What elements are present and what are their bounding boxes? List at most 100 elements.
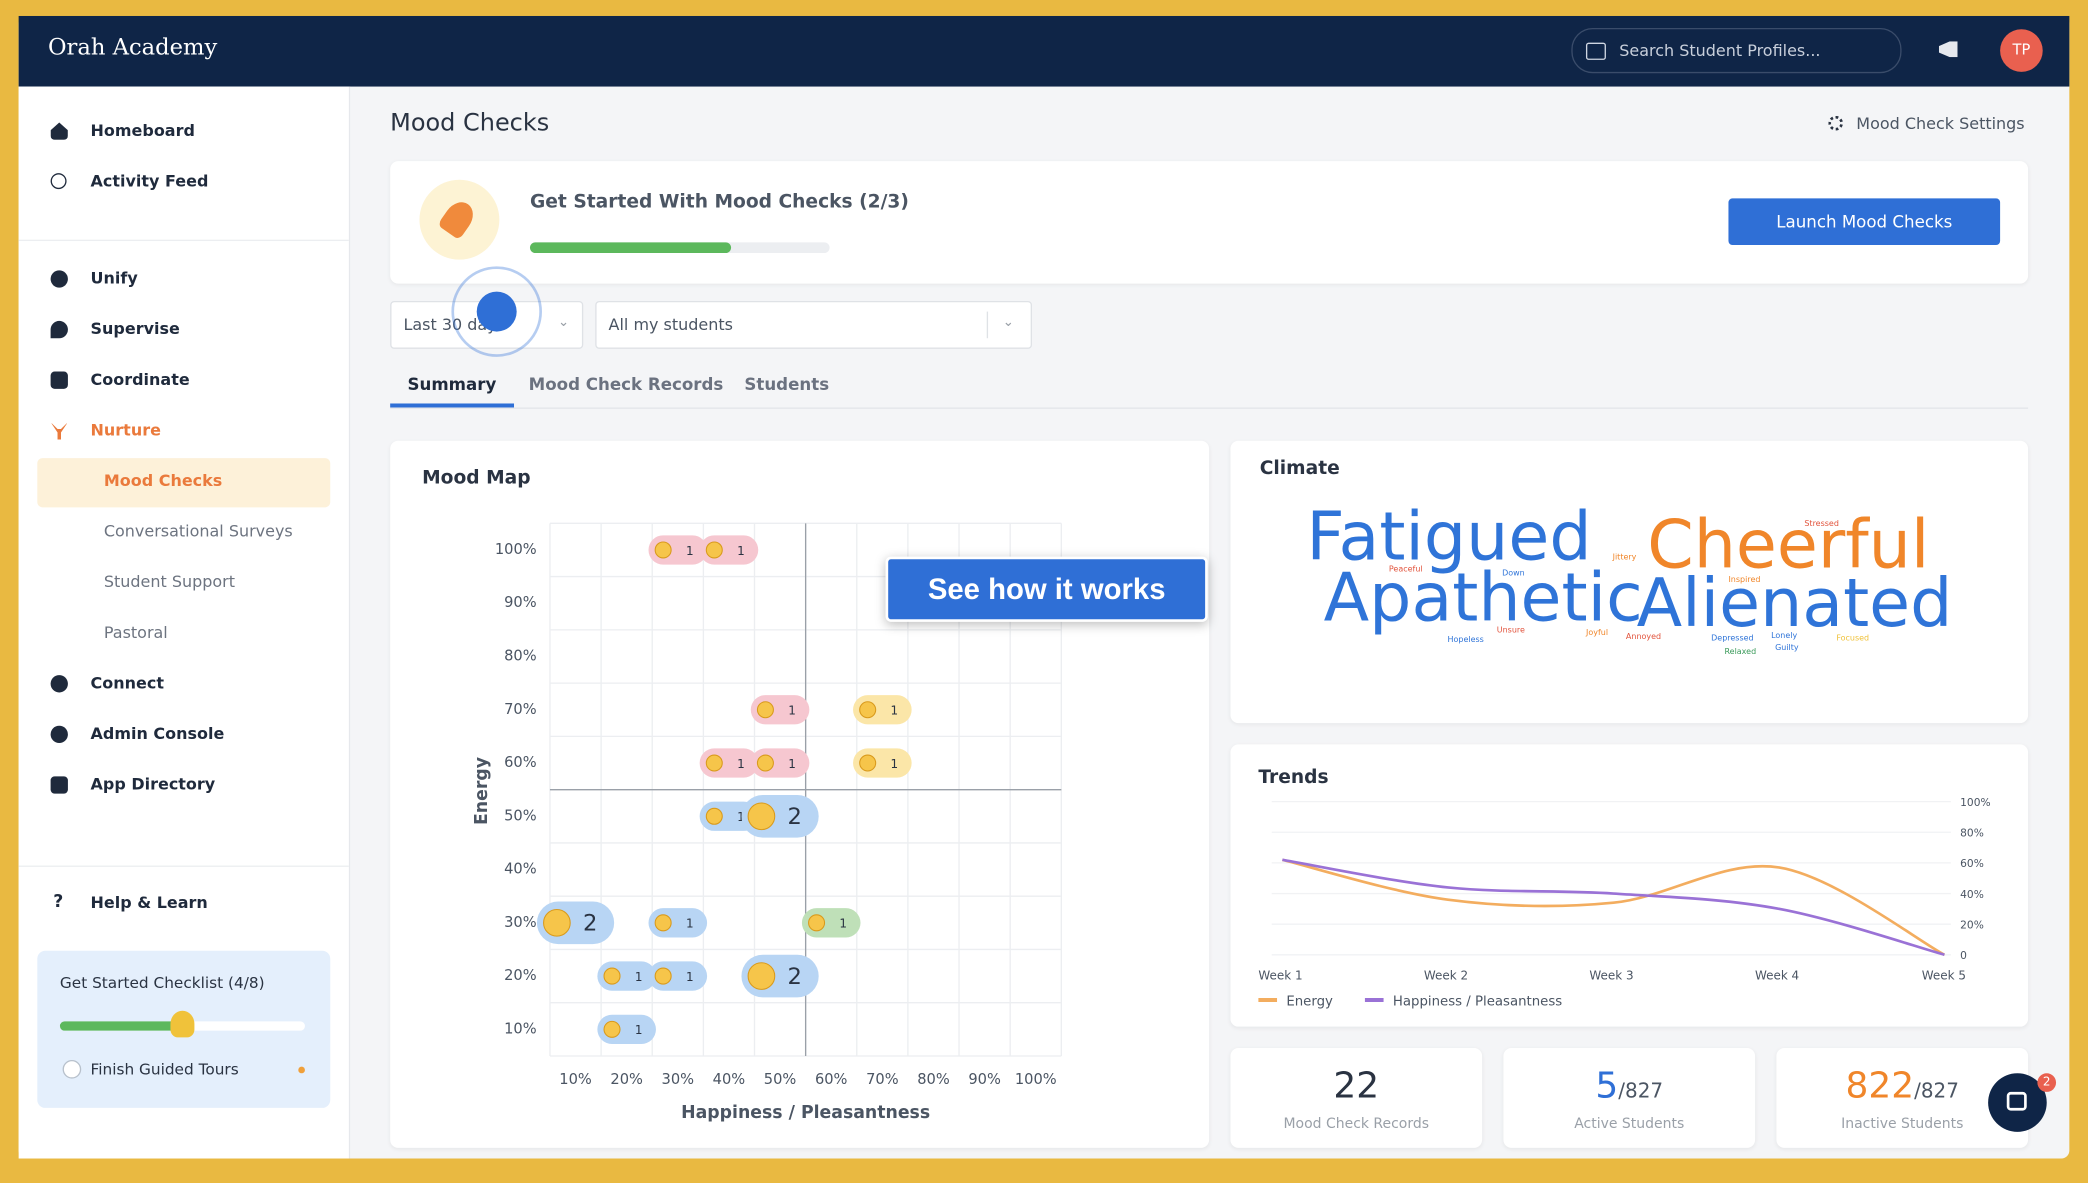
mood-bubble: 1 <box>597 1014 656 1044</box>
brand: Orah Academy <box>47 34 218 62</box>
tooltip[interactable]: See how it works <box>885 556 1208 622</box>
chat-button[interactable] <box>1988 1073 2047 1132</box>
word: Down <box>1502 568 1525 578</box>
bubble-count: 1 <box>737 757 745 771</box>
students-filter[interactable]: All my students ⌄ <box>595 300 1033 349</box>
y-tick-label: 80% <box>1960 827 1984 840</box>
checkbox[interactable] <box>62 1059 82 1079</box>
emoji <box>705 807 723 825</box>
x-tick-label: 20% <box>610 1071 643 1088</box>
panel-title: Trends <box>1258 767 1329 789</box>
launch-button[interactable]: Launch Mood Checks <box>1728 198 2001 246</box>
stat-card <box>1230 1047 1483 1148</box>
mood-bubble: 1 <box>750 695 810 725</box>
search-box[interactable]: Search Student Profiles... <box>1571 27 1902 74</box>
x-tick-label: Week 2 <box>1424 969 1468 983</box>
progress-fill <box>529 242 731 254</box>
x-tick-label: 40% <box>713 1071 746 1088</box>
y-tick-label: 100% <box>1960 796 1990 809</box>
guide-dot[interactable] <box>476 291 517 332</box>
bubble-count: 1 <box>839 917 847 931</box>
emoji <box>756 701 774 719</box>
tab[interactable]: Students <box>744 374 830 395</box>
nav-item[interactable]: Activity Feed <box>90 171 209 191</box>
word: Alienated <box>1636 564 1953 642</box>
bubble-count: 2 <box>583 911 597 937</box>
bubble-count: 1 <box>686 970 694 984</box>
nav-item[interactable]: Nurture <box>90 420 161 440</box>
y-tick-label: 60% <box>504 754 537 771</box>
emoji <box>654 914 672 932</box>
mood-bubble: 1 <box>853 748 912 778</box>
y-tick-label: 70% <box>504 701 537 718</box>
checklist-track <box>59 1010 305 1038</box>
y-tick-label: 80% <box>504 647 537 664</box>
word: Lonely <box>1771 631 1798 641</box>
y-tick-label: 40% <box>1960 888 1984 901</box>
emoji <box>705 541 723 559</box>
sub-nav-item[interactable]: Conversational Surveys <box>103 521 293 541</box>
stat-card <box>1503 1047 1756 1148</box>
bubble-count: 2 <box>788 964 802 990</box>
stat-value: 5/827 <box>1503 1065 1755 1106</box>
y-tick-label: 30% <box>504 914 537 931</box>
checklist-item[interactable]: Finish Guided Tours <box>90 1059 239 1079</box>
trend-line <box>1282 858 1945 957</box>
y-tick-label: 10% <box>504 1020 537 1037</box>
word: Cheerful <box>1647 506 1930 584</box>
word: Stressed <box>1804 519 1839 529</box>
y-axis-label: Energy <box>472 757 492 825</box>
y-tick-label: 50% <box>504 807 537 824</box>
sub-nav-item[interactable]: Mood Checks <box>103 471 223 491</box>
y-tick-label: 20% <box>504 967 537 984</box>
y-tick-label: 60% <box>1960 857 1984 870</box>
nav-icon <box>50 173 67 190</box>
checklist-card[interactable]: Get Started Checklist (4/8) Finish Guide… <box>37 950 331 1108</box>
settings-icon <box>1828 115 1843 131</box>
separator <box>986 311 989 339</box>
settings-link[interactable]: Mood Check Settings <box>1856 114 2025 134</box>
nav-item[interactable]: Homeboard <box>90 121 195 140</box>
nav-item[interactable]: Admin Console <box>90 724 225 744</box>
nav-item[interactable]: Help & Learn <box>90 893 208 913</box>
trend-line <box>1282 858 1946 956</box>
nav-item[interactable]: Connect <box>90 673 164 693</box>
tab[interactable]: Summary <box>407 374 497 395</box>
x-tick-label: 100% <box>1015 1071 1057 1088</box>
nav-item[interactable]: Unify <box>90 268 138 288</box>
bubble-count: 1 <box>788 704 796 718</box>
rocket-badge <box>419 179 500 260</box>
nav-item[interactable]: Supervise <box>90 319 180 339</box>
nav-item[interactable]: Coordinate <box>90 370 190 389</box>
x-tick-label: 30% <box>662 1071 695 1088</box>
mood-bubble: 1 <box>853 695 912 725</box>
climate-panel <box>1230 440 2029 724</box>
stat-total: /827 <box>1914 1078 1959 1103</box>
chat-icon <box>2006 1091 2027 1111</box>
emoji <box>603 1020 621 1038</box>
sub-nav-item[interactable]: Pastoral <box>103 623 168 642</box>
checklist-progress <box>59 1021 183 1031</box>
announcements-icon[interactable] <box>1938 41 1958 58</box>
bubble-count: 1 <box>635 1023 643 1037</box>
nav-item[interactable]: App Directory <box>90 775 216 794</box>
page-title: Mood Checks <box>390 109 550 138</box>
mood-bubble: 1 <box>597 961 656 991</box>
word: Relaxed <box>1724 647 1757 657</box>
help-icon: ? <box>53 892 64 913</box>
stat-number: 22 <box>1333 1065 1380 1107</box>
bubble-count: 1 <box>635 970 643 984</box>
mood-bubble: 1 <box>699 748 759 778</box>
avatar[interactable]: TP <box>2000 29 2043 72</box>
mood-bubble: 1 <box>648 908 708 938</box>
mood-bubble: 1 <box>750 748 810 778</box>
x-tick-label: 10% <box>559 1071 592 1088</box>
x-tick-label: 80% <box>917 1071 950 1088</box>
emoji <box>747 962 776 990</box>
x-tick-label: 90% <box>968 1071 1001 1088</box>
sub-nav-item[interactable]: Student Support <box>103 572 236 592</box>
tab[interactable]: Mood Check Records <box>528 374 724 395</box>
emoji <box>654 541 672 559</box>
